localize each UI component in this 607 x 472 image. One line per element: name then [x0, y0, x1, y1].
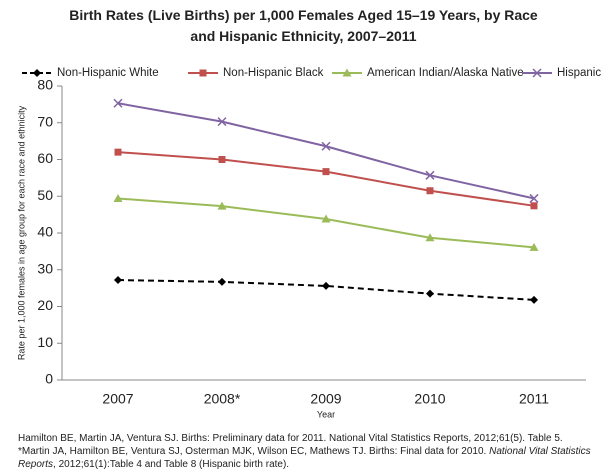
- chart-title: Birth Rates (Live Births) per 1,000 Fema…: [69, 7, 538, 44]
- y-tick-label: 30: [37, 260, 53, 276]
- marker: [529, 193, 539, 203]
- y-axis-title: Rate per 1,000 females in age group for …: [16, 105, 26, 360]
- y-tick-label: 80: [37, 77, 53, 93]
- y-tick-label: 0: [45, 371, 53, 387]
- series-line: [117, 102, 535, 200]
- marker: [113, 193, 123, 202]
- y-tick-label: 50: [37, 187, 53, 203]
- footnote: Hamilton BE, Martin JA, Ventura SJ. Birt…: [18, 433, 563, 444]
- marker: [529, 242, 539, 251]
- footnotes: Hamilton BE, Martin JA, Ventura SJ. Birt…: [18, 432, 603, 471]
- legend-label: Non-Hispanic Black: [223, 67, 324, 79]
- marker: [321, 141, 331, 151]
- legend-marker: [532, 68, 542, 78]
- series-line: [117, 197, 535, 249]
- marker: [530, 295, 538, 304]
- x-tick-label: 2008*: [204, 391, 241, 407]
- marker: [218, 277, 226, 286]
- footnote-text: , 2012;61(1):Table 4 and Table 8 (Hispan…: [53, 459, 290, 470]
- marker: [322, 281, 330, 290]
- marker: [426, 289, 434, 298]
- x-tick-label: 2011: [519, 391, 549, 407]
- legend-label: Hispanic: [557, 67, 601, 79]
- y-tick-label: 70: [37, 113, 53, 129]
- x-axis-title: Year: [317, 409, 335, 419]
- legend-marker: [342, 68, 352, 77]
- legend-marker: [199, 69, 207, 77]
- marker: [425, 233, 435, 242]
- marker: [425, 170, 435, 180]
- y-tick-label: 20: [37, 297, 53, 313]
- legend-marker: [33, 69, 41, 77]
- footnote-text: *Martin JA, Hamilton BE, Ventura SJ, Ost…: [18, 446, 490, 457]
- y-tick-label: 40: [37, 224, 53, 240]
- marker: [113, 98, 123, 108]
- marker: [426, 187, 434, 195]
- x-tick-label: 2009: [310, 391, 341, 407]
- footnote: *Martin JA, Hamilton BE, Ventura SJ, Ost…: [18, 445, 603, 471]
- marker: [530, 202, 538, 210]
- y-tick-label: 10: [37, 334, 53, 350]
- marker: [322, 168, 330, 176]
- marker: [321, 214, 331, 223]
- x-tick-label: 2010: [414, 391, 445, 407]
- marker: [114, 148, 122, 156]
- y-tick-label: 60: [37, 150, 53, 166]
- series-line: [117, 151, 535, 207]
- footnote-journal: National Vital Statistics Reports: [18, 446, 591, 470]
- marker: [217, 117, 227, 127]
- legend-label: American Indian/Alaska Native: [367, 67, 524, 79]
- marker: [114, 276, 122, 285]
- marker: [217, 201, 227, 210]
- x-tick-label: 2007: [102, 391, 133, 407]
- legend-label: Non-Hispanic White: [57, 67, 159, 79]
- marker: [218, 156, 226, 163]
